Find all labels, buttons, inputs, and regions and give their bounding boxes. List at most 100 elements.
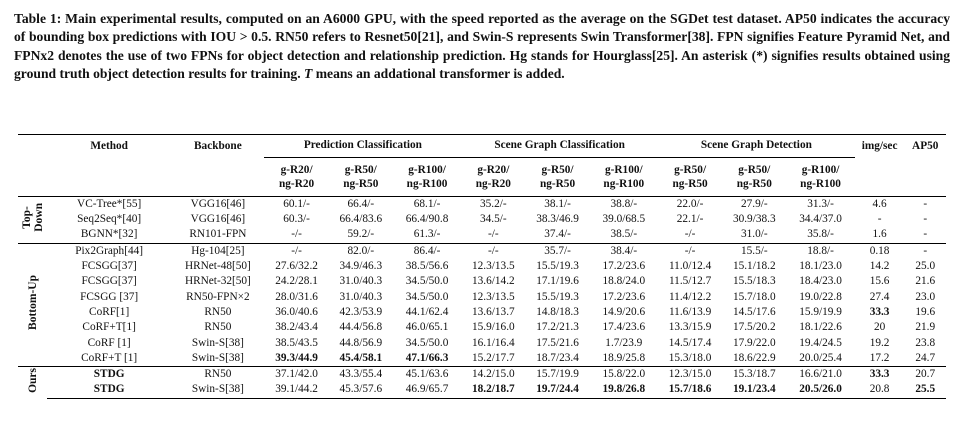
value-cell: 0.18 — [854, 242, 905, 260]
value-cell: 18.2/18.7 — [461, 382, 526, 399]
value-cell: 66.4/83.6 — [339, 213, 383, 226]
value-cell: 15.5/- — [722, 242, 787, 260]
value-cell: 31.0/40.3 — [339, 275, 383, 288]
value-cell: 24.7 — [915, 351, 936, 364]
value-cell: 15.7/19.9 — [525, 366, 590, 383]
value-cell: 34.5/50.0 — [405, 336, 449, 349]
value-cell: 38.5/56.6 — [405, 260, 449, 273]
value-cell: 18.9/25.8 — [602, 351, 646, 364]
value-cell: 15.8/22.0 — [589, 366, 658, 383]
value-cell: 34.9/46.3 — [339, 260, 383, 273]
value-cell: -/- — [488, 228, 499, 241]
value-cell: 1.7/23.9 — [605, 336, 643, 349]
value-cell: 14.5/17.4 — [668, 336, 712, 349]
value-cell: 15.5/19.3 — [536, 260, 579, 273]
value-cell: 61.3/- — [413, 228, 441, 241]
value-cell: 60.1/- — [264, 196, 329, 213]
backbone-cell: RN50 — [204, 321, 232, 334]
value-cell: 34.5/- — [480, 213, 507, 226]
header-backbone: Backbone — [171, 134, 265, 158]
value-cell: 19.2 — [869, 336, 890, 349]
header-scene-graph-detection: Scene Graph Detection — [657, 134, 855, 158]
section-label: Top- Down — [20, 203, 45, 233]
metric-header: g-R100/ng-R100 — [786, 158, 854, 197]
table-row: CoRF+T [1] Swin-S[38] 39.3/44.9 45.4/58.1 47… — [18, 351, 946, 367]
header-img-sec: img/sec — [854, 134, 905, 158]
backbone-cell: Hg-104[25] — [171, 242, 265, 260]
metric-header-line: g-R50/ — [738, 164, 771, 176]
metric-header-line: ng-R100 — [800, 178, 841, 190]
value-cell: 20.5/26.0 — [786, 382, 855, 399]
value-cell: -/- — [264, 242, 329, 260]
value-cell: 66.4/- — [328, 196, 393, 213]
value-cell: 11.0/12.4 — [668, 260, 712, 273]
value-cell: 45.1/63.6 — [392, 366, 462, 383]
value-cell: 13.3/15.9 — [668, 321, 712, 334]
value-cell: 14.8/18.3 — [536, 305, 579, 318]
value-cell: 15.5/18.3 — [732, 275, 776, 288]
metric-header-line: ng-R100 — [406, 178, 448, 190]
section-label-cell: Ours — [18, 366, 47, 399]
backbone-cell: HRNet-32[50] — [184, 275, 251, 288]
value-cell: 82.0/- — [328, 242, 393, 260]
metric-header-line: ng-R50 — [343, 178, 379, 190]
section-label-cell: Top- Down — [18, 196, 47, 244]
backbone-cell: RN50 — [204, 305, 232, 318]
section-label: Bottom-Up — [26, 275, 39, 331]
value-cell: 19.7/24.4 — [525, 382, 590, 399]
table-row: FCSGG [37] RN50-FPN×2 28.0/31.6 31.0/40.3 34… — [18, 290, 946, 305]
value-cell: 15.2/17.7 — [471, 351, 515, 364]
header-blank — [18, 134, 47, 158]
value-cell: 66.4/90.8 — [405, 213, 449, 226]
value-cell: 27.9/- — [722, 196, 787, 213]
value-cell: 27.6/32.2 — [275, 260, 318, 273]
value-cell: 15.6 — [869, 275, 890, 288]
value-cell: 20.7 — [904, 366, 946, 383]
value-cell: 19.6 — [915, 305, 936, 318]
value-cell: 23.0 — [915, 290, 936, 303]
value-cell: 15.9/19.9 — [799, 305, 842, 318]
value-cell: 12.3/15.0 — [657, 366, 723, 383]
value-cell: - — [904, 196, 946, 213]
metric-header-line: g-R50/ — [344, 164, 377, 176]
value-cell: 17.9/22.0 — [732, 336, 776, 349]
value-cell: 15.7/18.0 — [732, 290, 776, 303]
value-cell: 46.9/65.7 — [392, 382, 462, 399]
method-cell: CoRF [1] — [87, 336, 131, 349]
table-caption: Table 1: Main experimental results, comp… — [14, 10, 950, 83]
value-cell: 19.1/23.4 — [722, 382, 787, 399]
value-cell: 22.0/- — [657, 196, 723, 213]
value-cell: 35.2/- — [461, 196, 526, 213]
value-cell: 15.1/18.2 — [732, 260, 776, 273]
value-cell: 17.4/23.6 — [602, 321, 646, 334]
table-row: BGNN*[32] RN101-FPN -/- 59.2/- 61.3/- -/- 37.4… — [18, 228, 946, 244]
value-cell: 15.5/19.3 — [536, 290, 579, 303]
value-cell: 14.9/20.6 — [602, 305, 646, 318]
caption-italic-t: T — [304, 65, 313, 81]
value-cell: 1.6 — [872, 228, 887, 241]
value-cell: 45.4/58.1 — [339, 351, 383, 364]
value-cell: 11.6/13.9 — [668, 305, 712, 318]
value-cell: 33.3 — [869, 305, 890, 318]
value-cell: 22.1/- — [676, 213, 704, 226]
value-cell: 34.5/50.0 — [405, 275, 449, 288]
metric-header: g-R50/ng-R50 — [722, 158, 786, 197]
metric-header-line: g-R100/ — [408, 164, 446, 176]
value-cell: 15.3/18.0 — [668, 351, 712, 364]
value-cell: 31.3/- — [786, 196, 855, 213]
method-cell: Pix2Graph[44] — [47, 242, 172, 260]
caption-text: Table 1: Main experimental results, comp… — [14, 11, 950, 81]
header-row-groups: Method Backbone Prediction Classificatio… — [18, 134, 946, 158]
value-cell: 25.5 — [904, 382, 946, 399]
value-cell: 38.1/- — [525, 196, 590, 213]
method-cell: VC-Tree*[55] — [47, 196, 172, 213]
value-cell: 11.5/12.7 — [668, 275, 712, 288]
section-label-cell: Bottom-Up — [18, 242, 47, 367]
value-cell: 15.7/18.6 — [657, 382, 723, 399]
value-cell: 18.6/22.9 — [732, 351, 776, 364]
table-row: FCSGG[37] HRNet-32[50] 24.2/28.1 31.0/40.3 3… — [18, 274, 946, 289]
header-row-metrics: g-R20/ng-R20 g-R50/ng-R50 g-R100/ng-R100 g-… — [18, 158, 946, 197]
backbone-cell: RN50-FPN×2 — [186, 290, 250, 303]
value-cell: 21.6 — [915, 275, 936, 288]
metric-header-line: ng-R50 — [672, 178, 708, 190]
